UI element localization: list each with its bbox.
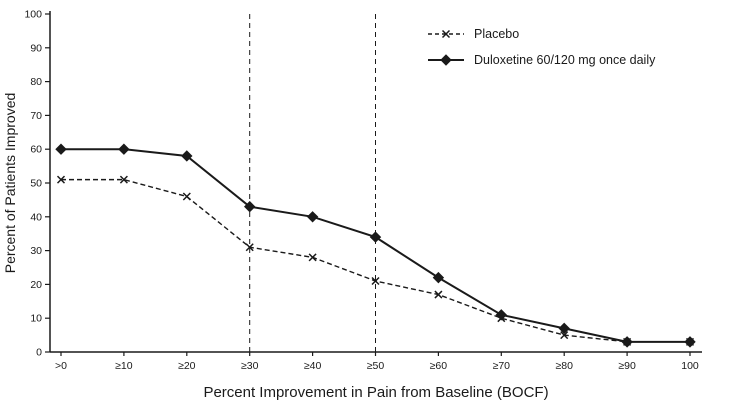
diamond-marker	[684, 336, 696, 348]
x-marker	[56, 175, 66, 184]
x-marker	[371, 276, 380, 286]
x-tick-label: ≥10	[115, 360, 133, 372]
diamond-marker	[306, 211, 319, 223]
x-marker	[441, 29, 451, 39]
y-tick-label: 10	[30, 313, 42, 325]
y-axis-title: Percent of Patients Improved	[2, 93, 18, 274]
diamond-marker	[243, 200, 256, 213]
y-tick-label: 80	[30, 76, 42, 88]
y-tick-label: 70	[30, 110, 42, 122]
diamond-marker	[440, 54, 452, 66]
diamond-marker	[369, 231, 382, 243]
y-tick-label: 30	[30, 245, 42, 257]
x-marker	[434, 290, 443, 299]
y-tick-label: 20	[30, 279, 42, 291]
x-tick-label: ≥50	[367, 360, 385, 372]
x-marker	[560, 331, 569, 340]
x-tick-label: >0	[55, 360, 67, 372]
x-tick-label: ≥70	[493, 360, 511, 372]
x-marker	[182, 192, 191, 201]
x-tick-label: ≥20	[178, 360, 196, 372]
x-tick-label: ≥90	[618, 360, 636, 372]
x-tick-label: ≥30	[241, 360, 259, 372]
y-tick-label: 0	[36, 347, 42, 359]
x-marker	[119, 175, 128, 184]
legend-label: Placebo	[474, 27, 519, 41]
y-tick-label: 60	[30, 144, 42, 156]
diamond-marker	[558, 322, 570, 335]
x-tick-label: ≥60	[430, 360, 448, 372]
diamond-marker	[118, 143, 130, 155]
diamond-marker	[181, 150, 193, 162]
diamond-marker	[55, 143, 67, 155]
x-marker	[308, 253, 317, 262]
x-tick-label: ≥40	[304, 360, 322, 372]
y-tick-label: 50	[30, 178, 42, 190]
x-axis-title: Percent Improvement in Pain from Baselin…	[203, 384, 548, 401]
x-tick-label: ≥80	[555, 360, 573, 372]
y-tick-label: 40	[30, 211, 42, 223]
diamond-marker	[621, 336, 633, 348]
y-tick-label: 100	[24, 9, 42, 21]
y-tick-label: 90	[30, 42, 42, 54]
x-marker	[245, 243, 254, 252]
x-tick-label: 100	[681, 360, 699, 372]
diamond-marker	[495, 309, 508, 321]
legend-label: Duloxetine 60/120 mg once daily	[474, 53, 656, 67]
diamond-marker	[432, 271, 445, 284]
